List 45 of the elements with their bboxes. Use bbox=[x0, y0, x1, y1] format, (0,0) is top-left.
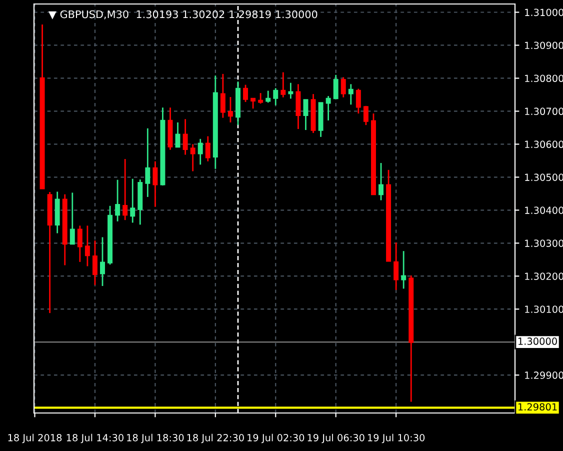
candlestick bbox=[401, 250, 406, 290]
x-tick-label: 18 Jul 22:30 bbox=[187, 434, 244, 444]
candlestick bbox=[303, 99, 308, 131]
candlestick bbox=[258, 92, 264, 104]
x-tick-label: 19 Jul 02:30 bbox=[248, 434, 304, 444]
candlestick bbox=[77, 224, 82, 263]
ref-line-label: 1.30000 bbox=[518, 338, 557, 345]
text: ▼ GBPUSD,M30 1.30193 1.30202 1.29819 1.30000 bbox=[48, 10, 318, 20]
candlestick bbox=[340, 76, 346, 98]
x-tick-label: 18 Jul 18:30 bbox=[127, 434, 184, 444]
candlestick bbox=[205, 136, 210, 162]
candlestick bbox=[378, 162, 384, 201]
candlestick bbox=[288, 82, 294, 100]
candlestick bbox=[182, 118, 188, 156]
x-tick-label: 19 Jul 06:30 bbox=[308, 434, 364, 444]
candlestick bbox=[250, 98, 256, 110]
candlestick bbox=[280, 72, 286, 98]
candlestick bbox=[115, 179, 120, 222]
candlestick bbox=[333, 74, 338, 100]
candlestick bbox=[152, 160, 158, 208]
candlestick bbox=[84, 224, 90, 267]
candlestick bbox=[220, 73, 226, 118]
candlestick bbox=[228, 96, 233, 124]
candlestick bbox=[190, 143, 196, 172]
candlestick bbox=[356, 88, 361, 114]
candlestick bbox=[394, 242, 399, 291]
candlestick bbox=[145, 128, 150, 198]
candlestick bbox=[122, 158, 128, 221]
candlestick bbox=[326, 95, 331, 122]
candlestick bbox=[348, 83, 354, 106]
candlestick bbox=[92, 240, 98, 286]
candlestick bbox=[266, 90, 271, 104]
candlestick bbox=[130, 178, 136, 224]
candlestick bbox=[363, 105, 368, 126]
candlestick bbox=[175, 122, 180, 148]
candlestick bbox=[243, 84, 248, 103]
candlestick bbox=[273, 87, 278, 106]
x-tick-label: 19 Jul 10:30 bbox=[368, 434, 425, 444]
candlestick bbox=[296, 83, 301, 130]
ref-line-label: 1.29801 bbox=[518, 403, 557, 411]
x-tick-label: 18 Jul 2018 bbox=[8, 434, 62, 444]
candlestick bbox=[100, 236, 105, 287]
candlestick bbox=[70, 192, 75, 246]
x-tick-label: 18 Jul 14:30 bbox=[66, 434, 124, 444]
candlestick bbox=[198, 138, 203, 166]
